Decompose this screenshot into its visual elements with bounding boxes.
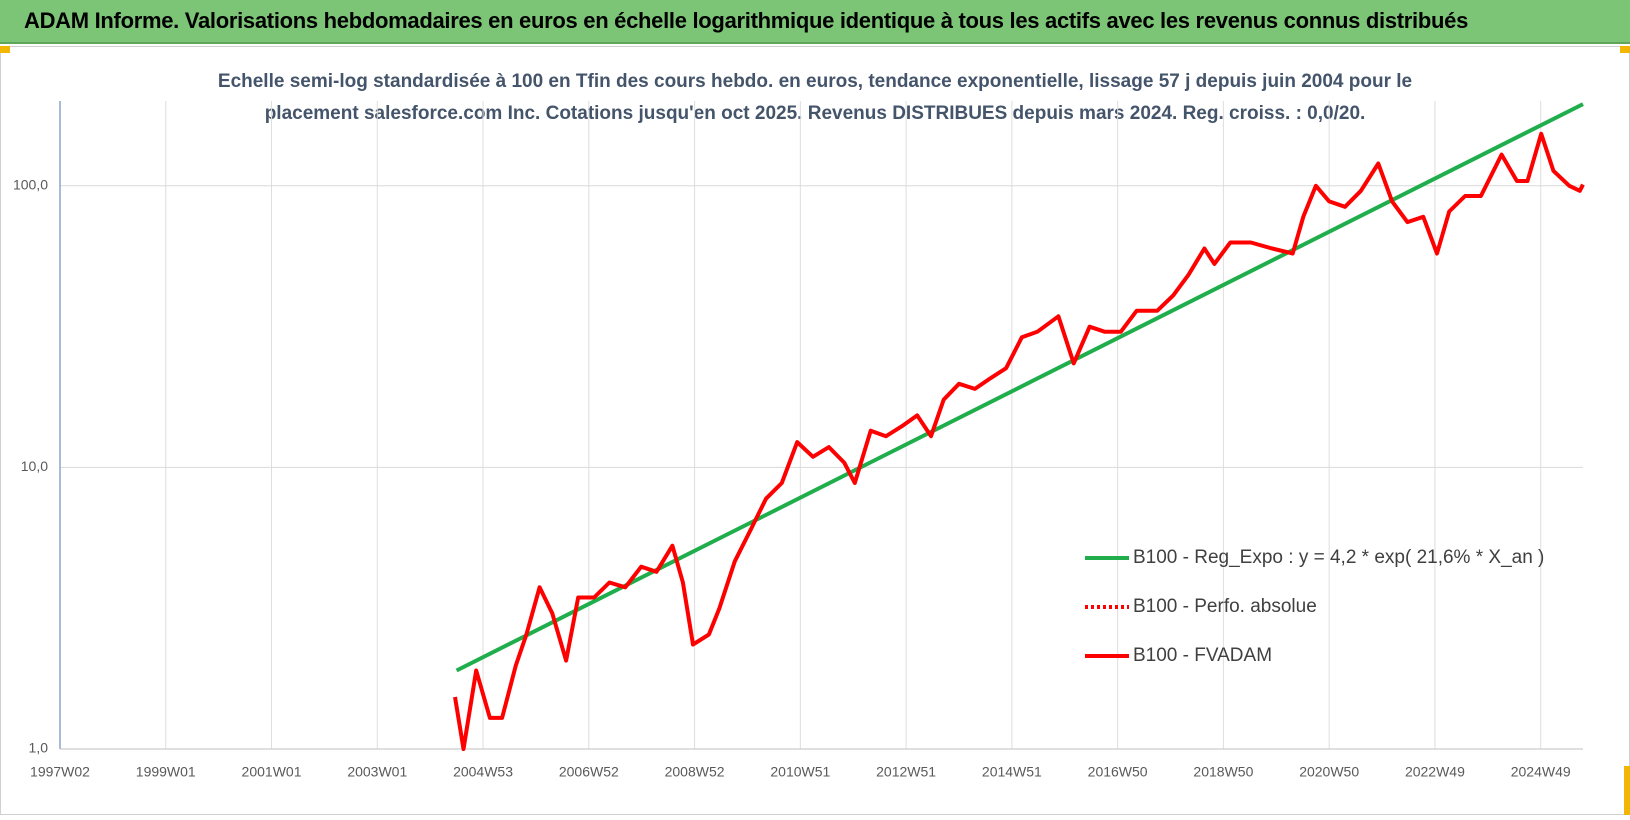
x-tick-label: 2018W50 xyxy=(1193,764,1253,780)
y-tick-label: 100,0 xyxy=(13,176,48,192)
x-tick-label: 2020W50 xyxy=(1299,764,1359,780)
series-line xyxy=(455,102,1584,673)
legend-label: B100 - FVADAM xyxy=(1133,645,1272,666)
legend-label: B100 - Reg_Expo : y = 4,2 * exp( 21,6% *… xyxy=(1133,547,1544,568)
series-line xyxy=(453,131,1585,751)
legend-label: B100 - Perfo. absolue xyxy=(1133,596,1317,617)
corner-mark xyxy=(1620,46,1630,53)
chart-title: placement salesforce.com Inc. Cotations … xyxy=(265,103,1366,124)
banner: ADAM Informe. Valorisations hebdomadaire… xyxy=(0,0,1630,44)
x-tick-label: 1997W02 xyxy=(30,764,90,780)
x-tick-label: 2006W52 xyxy=(559,764,619,780)
x-tick-label: 2003W01 xyxy=(347,764,407,780)
x-tick-label: 2010W51 xyxy=(770,764,830,780)
x-tick-label: 2008W52 xyxy=(665,764,725,780)
x-tick-label: 2022W49 xyxy=(1405,764,1465,780)
x-tick-label: 2001W01 xyxy=(242,764,302,780)
x-tick-label: 2014W51 xyxy=(982,764,1042,780)
y-tick-label: 10,0 xyxy=(21,458,48,474)
banner-title: ADAM Informe. Valorisations hebdomadaire… xyxy=(24,8,1469,33)
x-tick-label: 1999W01 xyxy=(136,764,196,780)
chart-frame: Echelle semi-log standardisée à 100 en T… xyxy=(0,46,1630,815)
chart-border xyxy=(0,46,1630,815)
x-tick-label: 2024W49 xyxy=(1511,764,1571,780)
x-tick-label: 2016W50 xyxy=(1088,764,1148,780)
corner-mark xyxy=(0,46,10,53)
x-tick-label: 2004W53 xyxy=(453,764,513,780)
chart: Echelle semi-log standardisée à 100 en T… xyxy=(0,46,1630,815)
x-tick-label: 2012W51 xyxy=(876,764,936,780)
y-tick-label: 1,0 xyxy=(29,740,49,756)
chart-title: Echelle semi-log standardisée à 100 en T… xyxy=(218,71,1412,92)
corner-mark xyxy=(1624,766,1630,815)
